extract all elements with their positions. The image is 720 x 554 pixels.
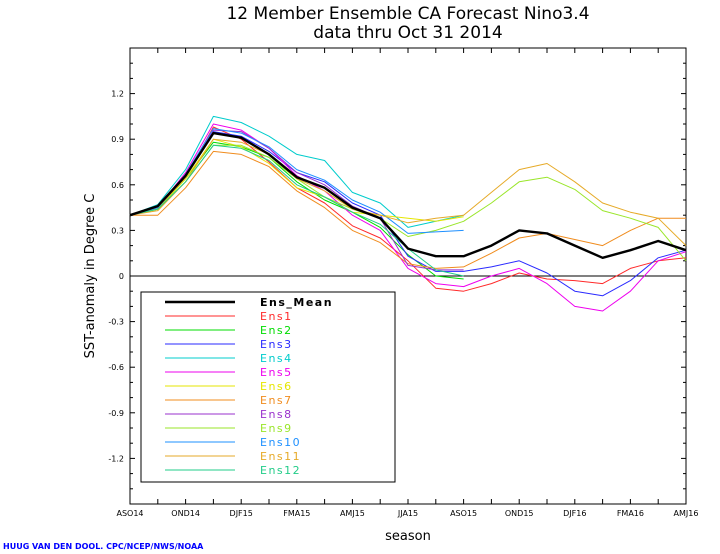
series-line-ens11 — [129, 138, 687, 246]
x-axis-label: season — [385, 529, 431, 544]
x-tick-label: ASO14 — [116, 509, 143, 518]
x-tick-label: AMJ16 — [674, 509, 699, 518]
legend-label: Ens8 — [260, 408, 293, 421]
x-tick-label: JJA15 — [397, 509, 418, 518]
series-line-ens6 — [129, 138, 464, 222]
y-tick-label: 1.2 — [111, 90, 124, 99]
series-line-ens9 — [129, 144, 687, 262]
y-axis: 1.2 0.9 0.6 0.3 0 -0.3 -0.6 -0.9 -1.2 — [108, 62, 686, 490]
x-tick-label: FMA15 — [283, 509, 310, 518]
x-tick-label: OND14 — [171, 509, 200, 518]
series-lines — [129, 115, 687, 312]
y-tick-label: 0.3 — [111, 226, 124, 235]
legend-frame — [140, 291, 396, 483]
x-tick-label: OND15 — [505, 509, 534, 518]
legend-label: Ens4 — [260, 352, 293, 365]
legend: Ens_MeanEns1Ens2Ens3Ens4Ens5Ens6Ens7Ens8… — [140, 291, 396, 483]
x-tick-label: DJF16 — [563, 509, 586, 518]
chart-title: 12 Member Ensemble CA Forecast Nino3.4 — [226, 4, 589, 24]
y-tick-label: -0.3 — [108, 318, 124, 327]
legend-label: Ens12 — [260, 464, 301, 477]
y-tick-label: 0.6 — [111, 181, 124, 190]
series-line-ens5 — [129, 123, 687, 312]
legend-label: Ens1 — [260, 310, 293, 323]
x-axis: ASO14 OND14 DJF15 FMA15 AMJ15 JJA15 ASO15 OND15… — [116, 48, 698, 518]
x-tick-label: DJF15 — [230, 509, 253, 518]
series-line-ens7 — [130, 150, 686, 269]
legend-label: Ens_Mean — [260, 296, 333, 309]
y-tick-label: 0.9 — [111, 135, 124, 144]
series-line-ens2 — [129, 141, 464, 280]
legend-label: Ens6 — [260, 380, 293, 393]
x-tick-label: ASO15 — [450, 509, 477, 518]
series-line-ens4 — [129, 115, 464, 228]
x-tick-label: AMJ15 — [340, 509, 365, 518]
legend-label: Ens11 — [260, 450, 301, 463]
series-line-ens-mean — [129, 131, 687, 259]
y-tick-label: -0.9 — [108, 409, 124, 418]
y-tick-label: -1.2 — [108, 454, 124, 463]
legend-label: Ens7 — [260, 394, 293, 407]
legend-label: Ens5 — [260, 366, 293, 379]
legend-label: Ens2 — [260, 324, 293, 337]
legend-label: Ens9 — [260, 422, 293, 435]
y-tick-label: 0 — [119, 272, 124, 281]
chart-subtitle: data thru Oct 31 2014 — [313, 23, 502, 43]
x-tick-label: FMA16 — [617, 509, 644, 518]
y-axis-label: SST-anomaly in Degree C — [83, 194, 98, 359]
series-line-ens3 — [129, 131, 687, 297]
y-tick-label: -0.6 — [108, 363, 124, 372]
credit-text: HUUG VAN DEN DOOL. CPC/NCEP/NWS/NOAA — [3, 542, 204, 550]
legend-items: Ens_MeanEns1Ens2Ens3Ens4Ens5Ens6Ens7Ens8… — [165, 296, 333, 477]
series-line-ens12 — [129, 144, 464, 277]
legend-label: Ens3 — [260, 338, 293, 351]
legend-label: Ens10 — [260, 436, 301, 449]
